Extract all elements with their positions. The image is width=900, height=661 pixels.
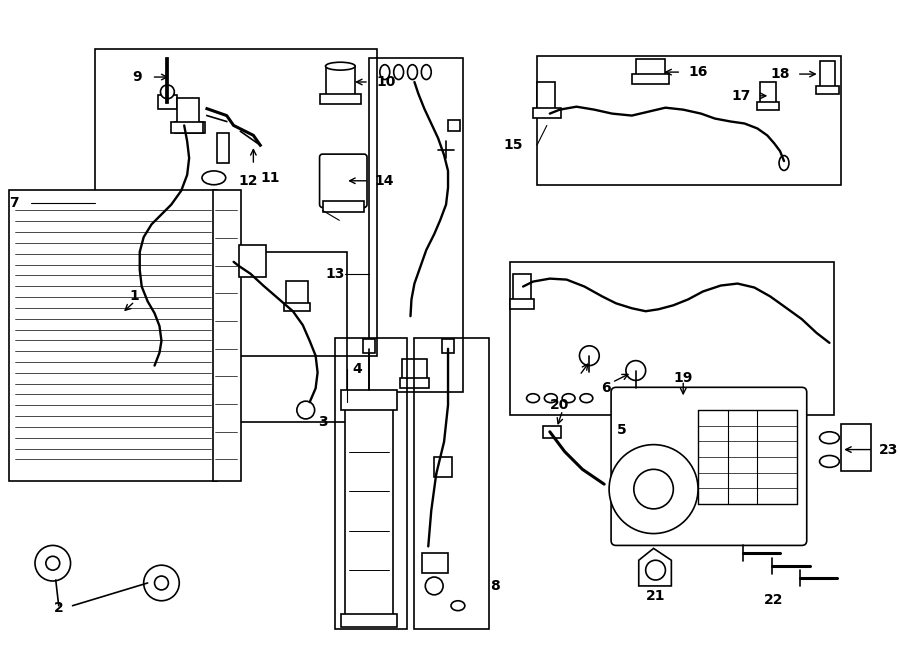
Bar xyxy=(369,58,463,392)
Text: 21: 21 xyxy=(646,589,665,603)
Bar xyxy=(414,338,489,629)
Bar xyxy=(632,74,670,84)
Bar xyxy=(9,190,217,481)
Circle shape xyxy=(609,445,698,533)
Text: 19: 19 xyxy=(673,371,693,385)
Ellipse shape xyxy=(779,155,789,171)
Text: 16: 16 xyxy=(688,65,707,79)
Text: 8: 8 xyxy=(491,579,500,593)
Circle shape xyxy=(626,361,645,380)
Bar xyxy=(177,98,199,126)
Bar xyxy=(346,408,392,615)
Ellipse shape xyxy=(820,455,840,467)
Bar xyxy=(326,66,356,98)
Text: 2: 2 xyxy=(54,601,64,615)
Circle shape xyxy=(634,469,673,509)
Text: 20: 20 xyxy=(550,398,570,412)
Circle shape xyxy=(426,577,443,595)
Circle shape xyxy=(580,346,599,366)
Bar xyxy=(635,59,665,79)
Ellipse shape xyxy=(202,171,226,184)
Bar xyxy=(213,190,240,481)
Ellipse shape xyxy=(451,601,464,611)
Text: 4: 4 xyxy=(352,362,362,375)
Bar xyxy=(158,95,177,108)
Bar xyxy=(284,303,310,311)
Bar xyxy=(537,82,554,112)
Bar xyxy=(533,108,561,118)
Ellipse shape xyxy=(380,65,390,79)
FancyBboxPatch shape xyxy=(320,154,367,208)
Text: 7: 7 xyxy=(9,196,19,210)
Text: 11: 11 xyxy=(260,171,280,185)
Bar xyxy=(217,134,229,163)
Bar xyxy=(286,281,308,306)
Circle shape xyxy=(35,545,70,581)
Bar xyxy=(760,82,776,106)
Polygon shape xyxy=(639,549,671,586)
Bar xyxy=(513,274,531,303)
Circle shape xyxy=(46,557,59,570)
Bar xyxy=(400,379,429,388)
Bar xyxy=(543,426,561,438)
Ellipse shape xyxy=(580,394,593,403)
Circle shape xyxy=(144,565,179,601)
Bar xyxy=(510,262,834,415)
Text: 22: 22 xyxy=(764,593,784,607)
Text: 17: 17 xyxy=(731,89,751,103)
Text: 3: 3 xyxy=(318,415,328,429)
Text: 12: 12 xyxy=(238,174,258,188)
Circle shape xyxy=(160,85,175,98)
Ellipse shape xyxy=(421,65,431,79)
Bar xyxy=(757,102,779,110)
Bar xyxy=(320,94,361,104)
Ellipse shape xyxy=(562,394,575,403)
Text: 10: 10 xyxy=(377,75,396,89)
Bar xyxy=(176,122,205,134)
Bar xyxy=(537,56,842,184)
Bar xyxy=(422,553,448,573)
Bar xyxy=(363,339,375,353)
Bar xyxy=(336,338,407,629)
Ellipse shape xyxy=(820,432,840,444)
Bar xyxy=(238,245,266,277)
Bar xyxy=(138,377,169,388)
Ellipse shape xyxy=(408,65,418,79)
Bar xyxy=(171,122,203,134)
Text: 9: 9 xyxy=(132,70,141,84)
Bar xyxy=(141,361,167,379)
Text: 1: 1 xyxy=(130,290,140,303)
Ellipse shape xyxy=(526,394,539,403)
Text: 6: 6 xyxy=(601,381,611,395)
Bar xyxy=(820,61,835,89)
Text: 5: 5 xyxy=(617,423,626,437)
Bar xyxy=(842,424,871,471)
Bar xyxy=(341,613,397,627)
Bar xyxy=(401,359,428,380)
Text: 15: 15 xyxy=(504,138,523,152)
Bar xyxy=(341,390,397,410)
Circle shape xyxy=(645,561,665,580)
Bar xyxy=(442,339,454,353)
Text: 23: 23 xyxy=(879,443,898,457)
Bar xyxy=(187,252,347,422)
Circle shape xyxy=(155,576,168,590)
Ellipse shape xyxy=(326,62,356,70)
Bar xyxy=(448,120,460,132)
Bar xyxy=(434,457,452,477)
Bar xyxy=(815,86,840,94)
Ellipse shape xyxy=(119,244,131,264)
Text: 14: 14 xyxy=(375,174,394,188)
Ellipse shape xyxy=(544,394,557,403)
Bar xyxy=(322,200,364,212)
Bar xyxy=(510,299,534,309)
Ellipse shape xyxy=(393,65,403,79)
Text: 18: 18 xyxy=(770,67,790,81)
FancyBboxPatch shape xyxy=(611,387,806,545)
Text: 13: 13 xyxy=(326,266,346,281)
Circle shape xyxy=(297,401,315,419)
Bar xyxy=(95,50,377,356)
